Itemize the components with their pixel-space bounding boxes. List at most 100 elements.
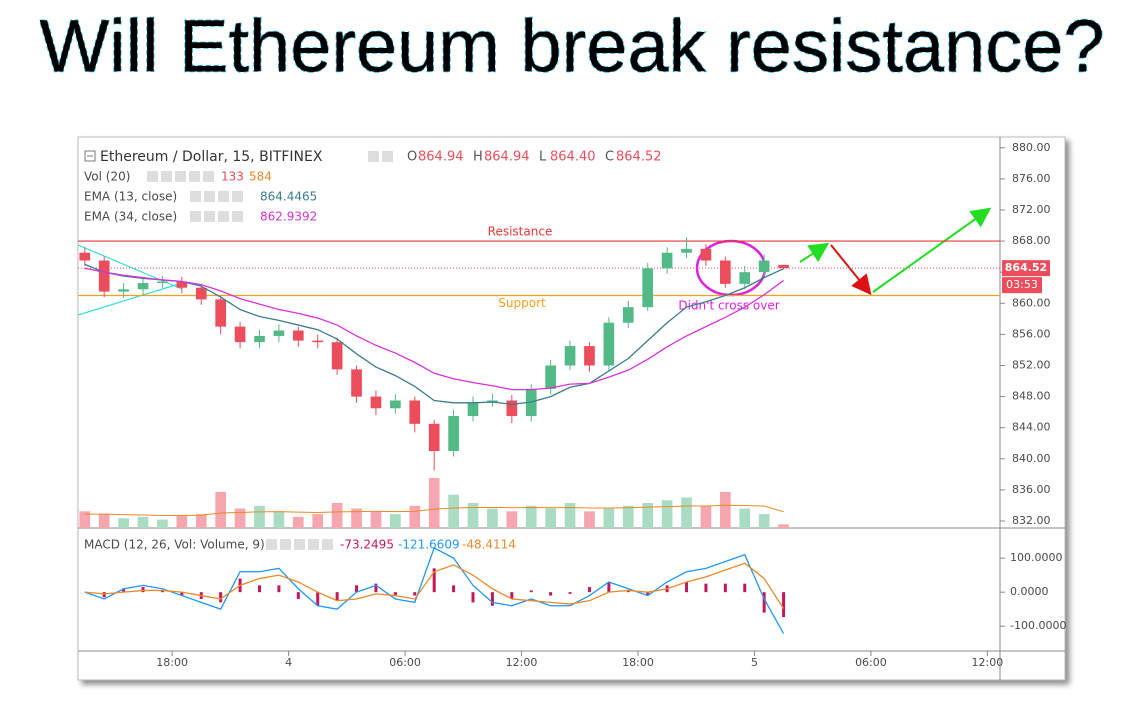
y-tick-label: 856.00 bbox=[1012, 327, 1051, 340]
candle-body bbox=[312, 340, 324, 343]
legend-value: -73.2495 bbox=[340, 538, 394, 552]
ohlc-letter: L bbox=[539, 150, 547, 165]
icon[interactable] bbox=[147, 171, 158, 182]
macd-histogram bbox=[743, 583, 747, 593]
macd-histogram bbox=[587, 587, 591, 593]
volume-bar bbox=[564, 503, 576, 528]
x-tick-label: 18:00 bbox=[622, 656, 654, 669]
y-tick-label: 836.00 bbox=[1012, 483, 1051, 496]
volume-bar bbox=[370, 511, 382, 528]
macd-histogram bbox=[393, 592, 397, 596]
y-tick-label: 844.00 bbox=[1012, 421, 1051, 434]
icon[interactable] bbox=[190, 191, 201, 202]
volume-bar bbox=[778, 524, 789, 528]
macd-histogram bbox=[510, 592, 514, 599]
icon[interactable] bbox=[203, 171, 214, 182]
icon[interactable] bbox=[322, 539, 333, 550]
y-tick-label: 876.00 bbox=[1012, 172, 1051, 185]
ohlc-letter: C bbox=[605, 150, 614, 165]
icon[interactable] bbox=[232, 191, 243, 202]
y-tick-label: 840.00 bbox=[1012, 452, 1051, 465]
macd-histogram bbox=[762, 592, 766, 613]
macd-histogram bbox=[257, 585, 261, 593]
macd-histogram bbox=[782, 592, 786, 618]
macd-histogram bbox=[219, 592, 223, 603]
macd-histogram bbox=[141, 587, 145, 593]
volume-bar bbox=[487, 508, 498, 528]
candle-body bbox=[234, 326, 246, 343]
icon[interactable] bbox=[189, 171, 200, 182]
icon[interactable] bbox=[190, 211, 201, 222]
macd-histogram bbox=[471, 592, 475, 603]
icon[interactable] bbox=[232, 211, 243, 222]
volume-bar bbox=[273, 511, 285, 528]
volume-bar bbox=[312, 514, 324, 528]
arrow bbox=[799, 242, 830, 263]
volume-bar bbox=[157, 519, 168, 528]
icon[interactable] bbox=[266, 539, 277, 550]
ohlc-value: 864.40 bbox=[550, 150, 596, 165]
volume-bar bbox=[254, 505, 265, 528]
x-tick-label: 5 bbox=[751, 656, 758, 669]
legend-value: 862.9392 bbox=[260, 210, 317, 224]
collapse-icon[interactable] bbox=[84, 150, 96, 162]
candle-body bbox=[351, 369, 362, 397]
volume-bar bbox=[234, 508, 246, 528]
macd-histogram bbox=[704, 583, 708, 593]
candle-body bbox=[254, 335, 265, 343]
y-tick-label: 860.00 bbox=[1012, 296, 1051, 309]
ohlc-letter: O bbox=[407, 150, 417, 165]
legend-value: -121.6609 bbox=[398, 538, 460, 552]
icon[interactable] bbox=[161, 171, 172, 182]
ema-line bbox=[84, 263, 784, 406]
legend-icons bbox=[147, 151, 393, 550]
icon[interactable] bbox=[204, 191, 215, 202]
macd-histogram bbox=[374, 583, 378, 593]
volume-bar bbox=[351, 508, 362, 528]
icon[interactable] bbox=[218, 211, 229, 222]
candle-body bbox=[564, 346, 576, 366]
macd-histogram bbox=[529, 590, 533, 593]
candle-body bbox=[545, 365, 556, 389]
icon[interactable] bbox=[308, 539, 319, 550]
icon[interactable] bbox=[175, 171, 186, 182]
candle-body bbox=[700, 248, 712, 261]
candle-body bbox=[622, 307, 634, 323]
candle-body bbox=[584, 346, 595, 366]
arrow bbox=[872, 207, 992, 293]
x-tick-label: 06:00 bbox=[855, 656, 887, 669]
candle-body bbox=[603, 322, 615, 366]
legend-label: Vol (20) bbox=[84, 170, 130, 184]
y-tick-label: 852.00 bbox=[1012, 358, 1051, 371]
candle-body bbox=[778, 264, 789, 269]
volume-bar bbox=[118, 518, 129, 528]
icon[interactable] bbox=[218, 191, 229, 202]
icon[interactable] bbox=[204, 211, 215, 222]
icon[interactable] bbox=[294, 539, 305, 550]
icon[interactable] bbox=[368, 151, 379, 162]
candle-body bbox=[370, 396, 382, 409]
volume-bar bbox=[409, 505, 421, 528]
candle-body bbox=[506, 400, 518, 417]
macd-histogram bbox=[568, 592, 572, 594]
y-tick-label: 872.00 bbox=[1012, 203, 1051, 216]
macd-histogram bbox=[626, 590, 630, 593]
x-tick-label: 12:00 bbox=[506, 656, 538, 669]
volume-bar bbox=[545, 508, 556, 528]
candle-body bbox=[739, 272, 751, 284]
macd-histogram bbox=[413, 592, 417, 596]
icon[interactable] bbox=[280, 539, 291, 550]
candle-body bbox=[195, 287, 207, 300]
volume-bar bbox=[98, 514, 110, 528]
volume-bar bbox=[681, 497, 692, 528]
y-tick-label: 0.0000 bbox=[1010, 585, 1049, 598]
last-price-label: 864.52 bbox=[1005, 261, 1047, 274]
macd-signal bbox=[84, 562, 785, 609]
volume-bar bbox=[700, 505, 712, 528]
icon[interactable] bbox=[382, 151, 393, 162]
volume-bar bbox=[428, 478, 440, 528]
countdown-box bbox=[1002, 277, 1042, 294]
macd-histogram bbox=[316, 592, 320, 606]
legend-label: EMA (34, close) bbox=[84, 210, 177, 224]
